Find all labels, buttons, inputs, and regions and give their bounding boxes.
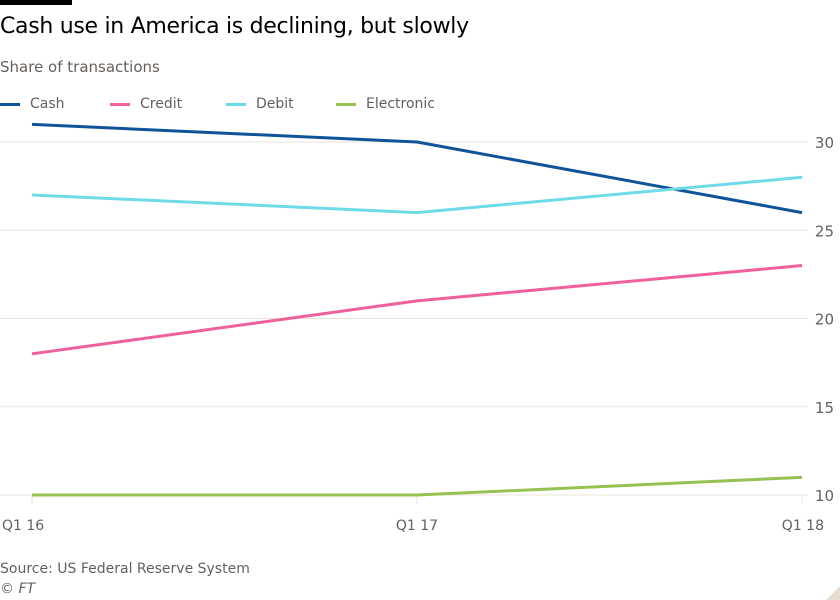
source-note: Source: US Federal Reserve System xyxy=(0,561,250,577)
legend-swatch xyxy=(226,102,246,106)
legend-label: Credit xyxy=(140,96,183,112)
series-line-credit xyxy=(31,264,803,356)
series-line-debit xyxy=(31,175,803,215)
legend-swatch xyxy=(0,102,20,106)
legend-label: Electronic xyxy=(366,96,436,112)
x-tick-label: Q1 18 xyxy=(782,518,824,534)
copyright: © FT xyxy=(0,581,36,597)
y-tick-label: 30 xyxy=(815,134,834,152)
legend-label: Debit xyxy=(256,96,294,112)
top-bar xyxy=(0,0,72,5)
corner-decoration xyxy=(826,586,840,600)
legend-swatch xyxy=(336,102,356,106)
legend-item-credit: Credit xyxy=(110,96,182,112)
y-tick-label: 10 xyxy=(815,487,834,505)
legend-item-electronic: Electronic xyxy=(336,96,435,112)
legend-swatch xyxy=(110,102,130,106)
legend-item-debit: Debit xyxy=(226,96,294,112)
chart-subtitle: Share of transactions xyxy=(0,58,160,76)
legend-item-cash: Cash xyxy=(0,96,65,112)
y-tick-label: 25 xyxy=(815,222,834,240)
x-tick-label: Q1 16 xyxy=(2,518,44,534)
y-tick-label: 20 xyxy=(815,311,834,329)
x-tick-label: Q1 17 xyxy=(396,518,438,534)
chart-title: Cash use in America is declining, but sl… xyxy=(0,14,469,39)
series-line-electronic xyxy=(32,475,803,497)
legend-label: Cash xyxy=(30,96,65,112)
y-tick-label: 15 xyxy=(815,399,834,417)
